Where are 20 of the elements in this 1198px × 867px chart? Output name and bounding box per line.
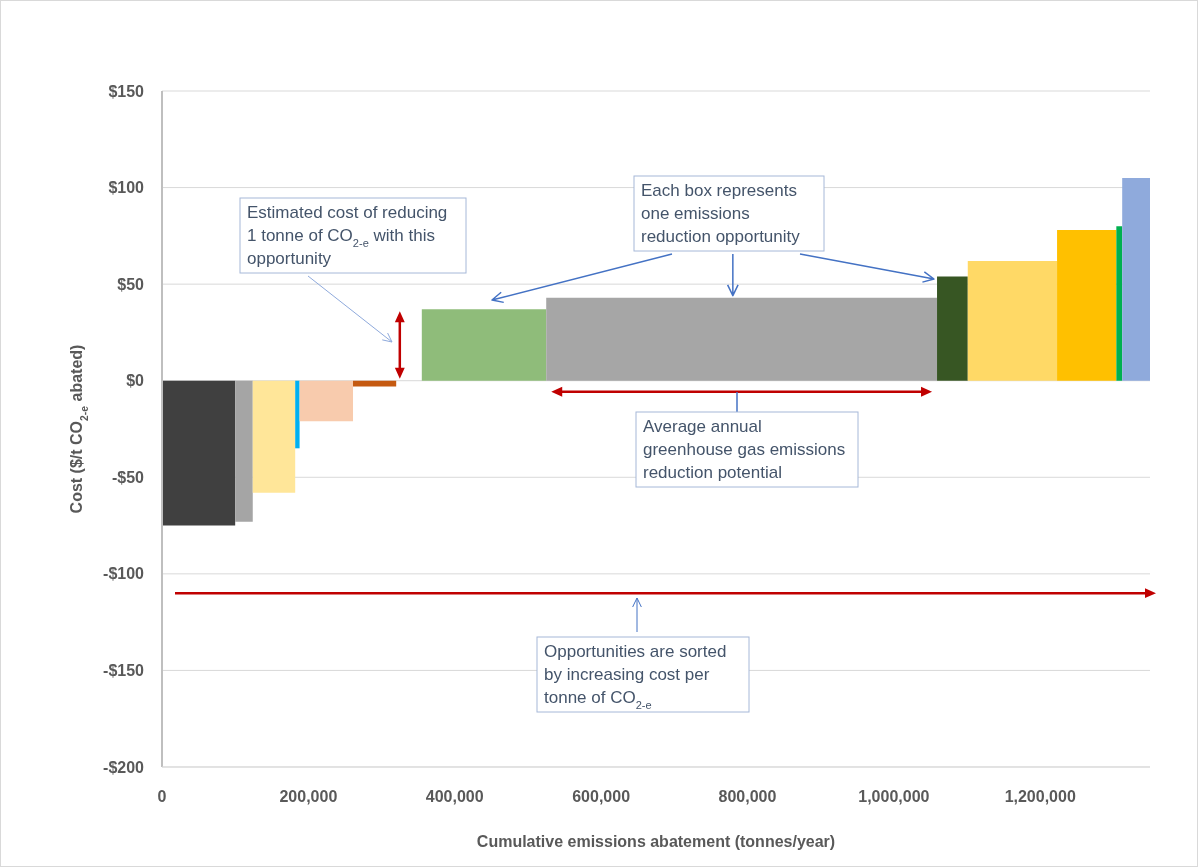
annotation: Each box represents one emissions reduction opportunity bbox=[641, 181, 801, 246]
y-tick-label: $100 bbox=[108, 179, 145, 197]
x-tick-label: 0 bbox=[157, 788, 167, 805]
y-tick-label: $0 bbox=[126, 372, 145, 390]
x-tick-label: 1,200,000 bbox=[1004, 788, 1076, 805]
x-tick-label: 200,000 bbox=[279, 788, 338, 805]
x-tick-label: 800,000 bbox=[718, 788, 777, 805]
x-axis-title: Cumulative emissions abatement (tonnes/year) bbox=[476, 833, 836, 850]
x-tick-label: 400,000 bbox=[425, 788, 484, 805]
x-tick-label: 600,000 bbox=[572, 788, 631, 805]
annotation: Average annual greenhouse gas emissions reduction potential bbox=[643, 417, 846, 482]
y-tick-label: $150 bbox=[108, 82, 145, 100]
y-tick-label: -$200 bbox=[103, 758, 145, 776]
y-tick-label: $50 bbox=[117, 275, 145, 293]
y-tick-label: -$150 bbox=[103, 662, 145, 680]
text: Estimated cost of reducing 1 tonne of CO$_{2-e}$ with this opportunity bbox=[247, 203, 448, 268]
y-tick-label: -$50 bbox=[111, 468, 145, 486]
y-tick-label: -$100 bbox=[103, 565, 145, 583]
x-tick-label: 1,000,000 bbox=[858, 788, 930, 805]
annotation: Opportunities are sorted by increasing cost per tonne of CO$_{2-e}$ bbox=[544, 642, 727, 711]
